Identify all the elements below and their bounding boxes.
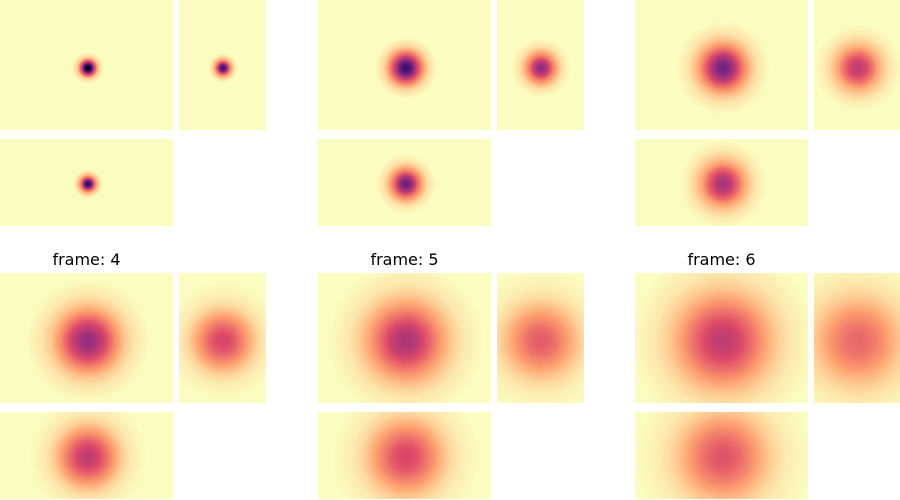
xz-projection [635,412,808,499]
frame-panel-3 [635,0,900,226]
zy-projection [179,0,266,130]
zy-projection [814,273,900,403]
xy-projection [0,273,173,403]
frame-panel-1 [0,0,266,226]
frame-title: frame: 5 [370,250,439,269]
zy-projection [497,0,584,130]
frame-panel-5 [318,273,584,499]
xy-projection [318,0,491,130]
xy-projection [0,0,173,130]
xz-projection [318,139,491,226]
xy-projection [635,0,808,130]
zy-projection [179,273,266,403]
xy-projection [318,273,491,403]
xz-projection [0,412,173,499]
frame-title: frame: 4 [52,250,121,269]
xy-projection [635,273,808,403]
frame-panel-4 [0,273,266,499]
xz-projection [0,139,173,226]
frame-panel-2 [318,0,584,226]
frame-panel-6 [635,273,900,499]
zy-projection [497,273,584,403]
frame-title: frame: 6 [687,250,756,269]
xz-projection [318,412,491,499]
zy-projection [814,0,900,130]
xz-projection [635,139,808,226]
